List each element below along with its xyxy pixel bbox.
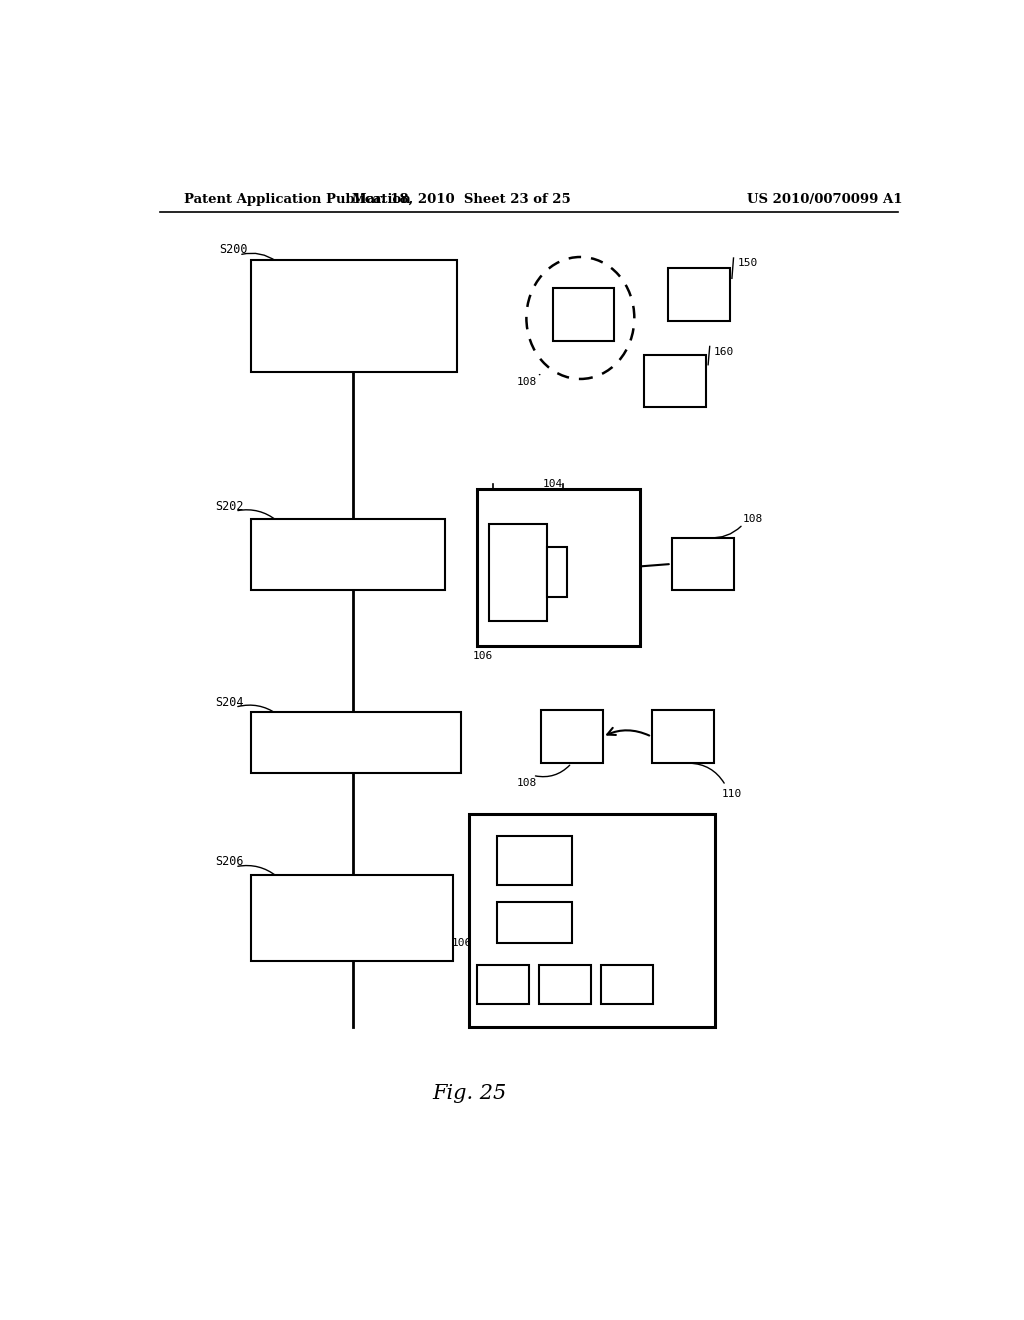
Text: DSM: DSM xyxy=(574,297,592,306)
Text: 106: 106 xyxy=(472,652,493,661)
Text: Patent Application Publication: Patent Application Publication xyxy=(183,193,411,206)
Text: S200: S200 xyxy=(219,243,248,256)
Text: US 2010/0070099 A1: US 2010/0070099 A1 xyxy=(748,193,902,206)
FancyBboxPatch shape xyxy=(497,903,572,942)
FancyBboxPatch shape xyxy=(547,546,567,598)
Text: MODULE 3: MODULE 3 xyxy=(651,388,698,399)
Text: SELECT MODULE FROM PLURALITY: SELECT MODULE FROM PLURALITY xyxy=(266,280,441,290)
Text: OF MODULES CORRESPONDING: OF MODULES CORRESPONDING xyxy=(280,301,429,310)
Text: Mar. 18, 2010  Sheet 23 of 25: Mar. 18, 2010 Sheet 23 of 25 xyxy=(352,193,570,206)
Text: COMMUNICATE WITH ONE SELECT: COMMUNICATE WITH ONE SELECT xyxy=(271,727,440,738)
FancyBboxPatch shape xyxy=(553,289,614,342)
Text: 108: 108 xyxy=(517,779,538,788)
Text: 160: 160 xyxy=(714,347,734,356)
Text: 106: 106 xyxy=(452,939,472,948)
FancyBboxPatch shape xyxy=(644,355,706,408)
FancyBboxPatch shape xyxy=(601,965,652,1005)
Text: 108: 108 xyxy=(743,515,763,524)
FancyBboxPatch shape xyxy=(539,965,591,1005)
FancyBboxPatch shape xyxy=(489,524,547,620)
FancyBboxPatch shape xyxy=(668,268,729,321)
Text: UTILITY 1: UTILITY 1 xyxy=(654,731,711,742)
Text: IN APPLIANCE: IN APPLIANCE xyxy=(310,560,386,570)
Text: DSM: DSM xyxy=(563,718,581,729)
FancyBboxPatch shape xyxy=(672,537,733,590)
Text: Fig. 25: Fig. 25 xyxy=(432,1084,507,1102)
Text: ON COMMUNICATIONS WITH: ON COMMUNICATIONS WITH xyxy=(284,913,421,923)
Text: 110: 110 xyxy=(722,788,741,799)
Text: S204: S204 xyxy=(215,696,244,709)
FancyBboxPatch shape xyxy=(497,837,572,886)
Text: S206: S206 xyxy=(215,855,244,869)
Text: OPERATE APPLIANCE BASED: OPERATE APPLIANCE BASED xyxy=(281,892,424,903)
FancyBboxPatch shape xyxy=(251,713,462,774)
Text: 120: 120 xyxy=(524,634,545,644)
Text: APPLIANCE 1: APPLIANCE 1 xyxy=(482,634,551,644)
FancyBboxPatch shape xyxy=(251,875,454,961)
Text: I/O: I/O xyxy=(507,566,529,579)
Text: MODULE 1: MODULE 1 xyxy=(679,572,726,581)
FancyBboxPatch shape xyxy=(469,814,715,1027)
Text: MODULE 1: MODULE 1 xyxy=(560,322,607,333)
Text: 104: 104 xyxy=(543,479,563,488)
Text: A PLURALITY OF UTILITIES: A PLURALITY OF UTILITIES xyxy=(280,342,429,351)
FancyBboxPatch shape xyxy=(477,965,528,1005)
Text: TO ONE SELECT UTILITY OF: TO ONE SELECT UTILITY OF xyxy=(280,321,429,331)
FancyBboxPatch shape xyxy=(251,260,458,372)
FancyBboxPatch shape xyxy=(477,488,640,647)
Text: DEPLOY SELECTED MODULE: DEPLOY SELECTED MODULE xyxy=(280,540,417,549)
Text: MODULE 2: MODULE 2 xyxy=(675,302,722,312)
Text: ONE SELECT UTILITY: ONE SELECT UTILITY xyxy=(296,933,409,944)
Text: APPLIANCE 1: APPLIANCE 1 xyxy=(522,817,591,828)
Text: 150: 150 xyxy=(737,259,758,268)
Text: DSM: DSM xyxy=(693,545,712,556)
FancyBboxPatch shape xyxy=(652,710,714,763)
FancyBboxPatch shape xyxy=(251,519,445,590)
Text: MODULE 1: MODULE 1 xyxy=(548,744,595,754)
Text: DSM: DSM xyxy=(666,363,684,372)
Text: 108: 108 xyxy=(517,378,538,387)
Ellipse shape xyxy=(526,257,634,379)
Text: UTILITY THROUGH THE MODULE: UTILITY THROUGH THE MODULE xyxy=(274,748,437,758)
FancyBboxPatch shape xyxy=(541,710,602,763)
Text: DSM: DSM xyxy=(690,276,708,286)
Text: S202: S202 xyxy=(215,499,244,512)
